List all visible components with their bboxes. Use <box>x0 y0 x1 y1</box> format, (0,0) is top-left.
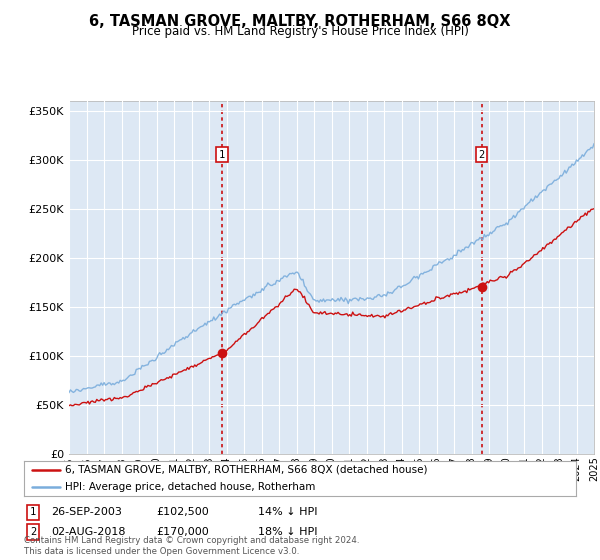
Text: 14% ↓ HPI: 14% ↓ HPI <box>258 507 317 517</box>
Text: 2: 2 <box>30 527 36 537</box>
Text: 1: 1 <box>219 150 225 160</box>
Text: 02-AUG-2018: 02-AUG-2018 <box>51 527 125 537</box>
Text: £170,000: £170,000 <box>156 527 209 537</box>
Text: 18% ↓ HPI: 18% ↓ HPI <box>258 527 317 537</box>
Text: 2: 2 <box>479 150 485 160</box>
Text: £102,500: £102,500 <box>156 507 209 517</box>
Text: Contains HM Land Registry data © Crown copyright and database right 2024.
This d: Contains HM Land Registry data © Crown c… <box>24 536 359 556</box>
Text: HPI: Average price, detached house, Rotherham: HPI: Average price, detached house, Roth… <box>65 482 316 492</box>
Text: 6, TASMAN GROVE, MALTBY, ROTHERHAM, S66 8QX (detached house): 6, TASMAN GROVE, MALTBY, ROTHERHAM, S66 … <box>65 465 428 474</box>
Text: 1: 1 <box>30 507 36 517</box>
Text: Price paid vs. HM Land Registry's House Price Index (HPI): Price paid vs. HM Land Registry's House … <box>131 25 469 38</box>
Text: 26-SEP-2003: 26-SEP-2003 <box>51 507 122 517</box>
Text: 6, TASMAN GROVE, MALTBY, ROTHERHAM, S66 8QX: 6, TASMAN GROVE, MALTBY, ROTHERHAM, S66 … <box>89 14 511 29</box>
